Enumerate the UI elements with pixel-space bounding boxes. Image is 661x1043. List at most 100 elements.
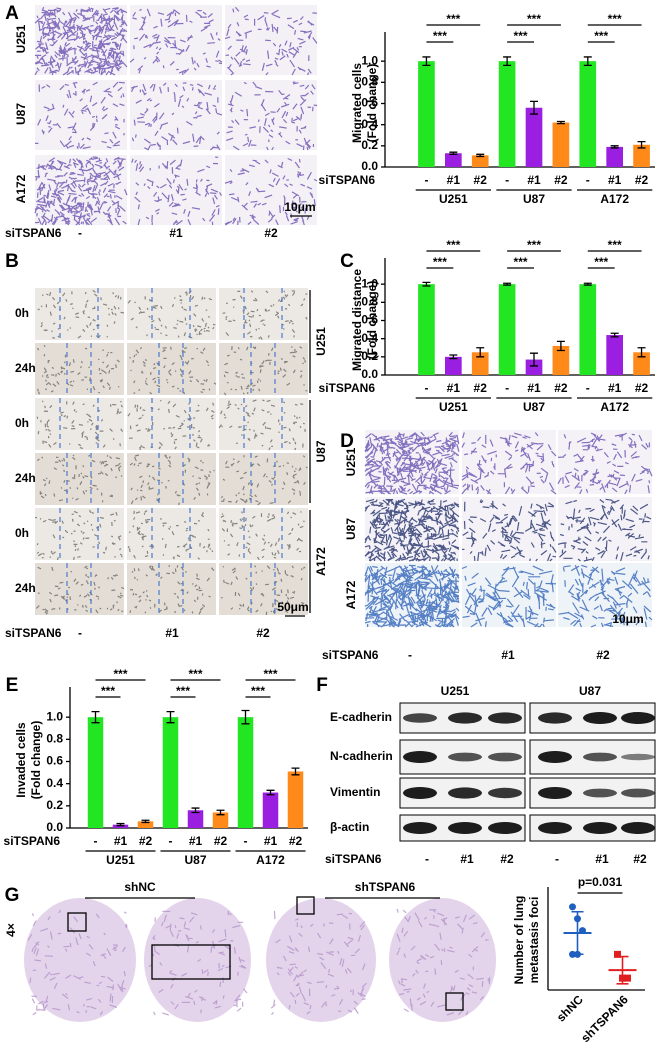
micrograph [35,398,124,450]
scale-bar-label: 10μm [612,612,643,626]
scale-bar-label: 50μm [277,600,308,614]
point [574,915,581,923]
bar [633,144,650,167]
bar [287,771,304,828]
protein-label: E-cadherin [330,710,392,724]
significance-label: *** [608,238,622,252]
x-tick-label: #1 [447,381,461,395]
panel-label: B [5,251,19,272]
protein-label: N-cadherin [330,749,393,763]
y-tick-label: 1.0 [46,709,63,723]
cell-texture [220,511,305,561]
error-bar [476,347,485,358]
column-label: #1 [169,226,183,240]
panel-label: G [5,885,20,906]
point [569,903,576,911]
blot-band [488,822,522,834]
x-tick-label: #1 [608,173,622,187]
error-bar [422,281,431,287]
significance-label: *** [594,255,608,269]
protein-label: Vimentin [330,785,380,799]
y-tick-label: 0.2 [361,138,378,152]
x-tick-label: shTSPAN6 [578,992,631,1043]
row-label: 0h [15,306,29,320]
x-tick-label: #1 [608,381,622,395]
error-bar [116,822,125,827]
bar [579,61,597,167]
cell-texture [558,564,653,628]
lung-section [266,898,376,1022]
group-label: U87 [523,192,545,206]
significance-label: p=0.031 [578,875,623,889]
significance-label: *** [527,12,541,26]
blot-band [403,787,437,799]
column-label: #2 [264,226,278,240]
row-label: U87 [14,103,28,125]
cell-line-label: U251 [314,327,328,356]
blot-band [448,752,482,762]
treatment-label: siTSPAN6 [5,226,62,240]
significance-label: *** [101,684,115,698]
y-axis-label: (Fold change) [365,281,379,360]
blot-band [583,712,617,724]
x-tick-label: #1 [527,173,541,187]
y-axis-label: Migrated cells [350,63,364,143]
treatment-label: siTSPAN6 [5,626,62,640]
micrograph [35,80,127,150]
bar [162,717,179,828]
x-tick-label: - [424,173,428,187]
micrograph [225,80,317,150]
error-bar [583,282,592,286]
y-tick-label: 1.0 [361,276,378,290]
error-bar [476,153,485,158]
cell-texture [37,454,123,503]
x-tick-label: - [505,173,509,187]
blot-band [583,822,617,834]
highlight-box [445,992,464,1011]
magnification-label: 4× [4,923,18,937]
x-tick-label: - [424,381,428,395]
bar [471,155,489,167]
x-tick-label: - [169,834,173,848]
x-tick-label: #2 [554,173,568,187]
micrograph [35,343,124,395]
x-tick-label: #2 [554,381,568,395]
row-label: U87 [344,518,358,540]
cell-texture [220,455,308,506]
cell-line-label: U251 [441,684,470,698]
error-bar [503,56,512,67]
panel-label: F [316,675,328,696]
cell-texture [129,565,215,615]
x-tick-label: - [244,834,248,848]
cell-texture [130,82,223,151]
group-label: A172 [600,192,629,206]
bar [606,146,624,167]
row-label: A172 [14,174,28,203]
error-bar [449,151,458,155]
treatment-label: siTSPAN6 [322,648,379,662]
x-tick-label: #2 [474,381,488,395]
bar [498,284,516,375]
cell-texture [127,290,216,339]
blot-band [538,787,572,799]
y-tick-label: 0.0 [361,367,378,381]
significance-label: *** [446,12,460,26]
error-bar [422,56,431,67]
x-axis-label: siTSPAN6 [319,173,376,187]
cell-texture [129,8,223,76]
panel-label: C [340,251,354,272]
bar [552,345,570,375]
x-tick-label: #2 [635,173,649,187]
error-bar [191,807,200,814]
cell-line-label: A172 [314,547,328,576]
x-tick-label: #2 [289,834,303,848]
blot-band [488,752,522,762]
error-bar [503,282,512,286]
bar [87,717,104,828]
significance-label: *** [594,29,608,43]
significance-label: *** [188,667,202,681]
blot-band [621,753,655,761]
cell-texture [461,432,557,495]
column-label: - [78,626,82,640]
cell-texture [226,81,318,151]
